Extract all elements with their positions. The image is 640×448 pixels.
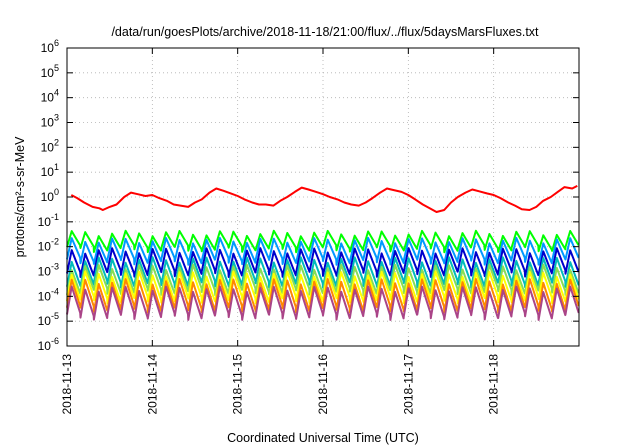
y-axis-title: protons/cm²-s-sr-MeV [13,136,27,258]
x-axis-ticks: 2018-11-13 2018-11-14 2018-11-15 2018-11-16… [60,48,501,415]
series-line-2 [66,236,580,266]
series-layer [66,185,580,321]
y-tick-label: 10-4 [38,286,59,303]
y-tick-label: 10-1 [38,212,59,229]
chart-title: /data/run/goesPlots/archive/2018-11-18/2… [111,25,539,39]
y-tick-label: 105 [41,63,59,80]
x-tick-label: 2018-11-13 [60,354,74,415]
series-line-3 [66,247,580,278]
x-tick-label: 2018-11-16 [316,354,330,415]
x-tick-label: 2018-11-17 [401,354,415,415]
series-line-6 [66,270,580,305]
y-tick-label: 10-3 [38,262,59,279]
series-line-0 [70,185,578,213]
y-axis-ticks: 10-6 10-5 10-4 10-3 10-2 10-1 100 101 102 103 104 1… [38,38,579,353]
y-tick-label: 102 [41,137,59,154]
y-tick-label: 106 [41,38,59,55]
y-tick-label: 103 [41,113,59,130]
series-line-4 [66,256,580,289]
series-line-5 [66,263,580,297]
y-tick-label: 101 [41,162,59,179]
x-tick-label: 2018-11-18 [487,354,501,415]
series-line-1 [66,229,580,254]
y-tick-label: 100 [41,187,59,204]
y-tick-label: 10-2 [38,237,59,254]
y-tick-label: 10-5 [38,311,59,328]
series-line-7 [66,278,580,314]
x-axis-title: Coordinated Universal Time (UTC) [227,431,419,445]
series-line-8 [66,285,580,321]
y-tick-label: 10-6 [38,336,59,353]
y-tick-label: 104 [41,88,59,105]
x-tick-label: 2018-11-14 [145,354,159,415]
x-tick-label: 2018-11-15 [231,354,245,415]
